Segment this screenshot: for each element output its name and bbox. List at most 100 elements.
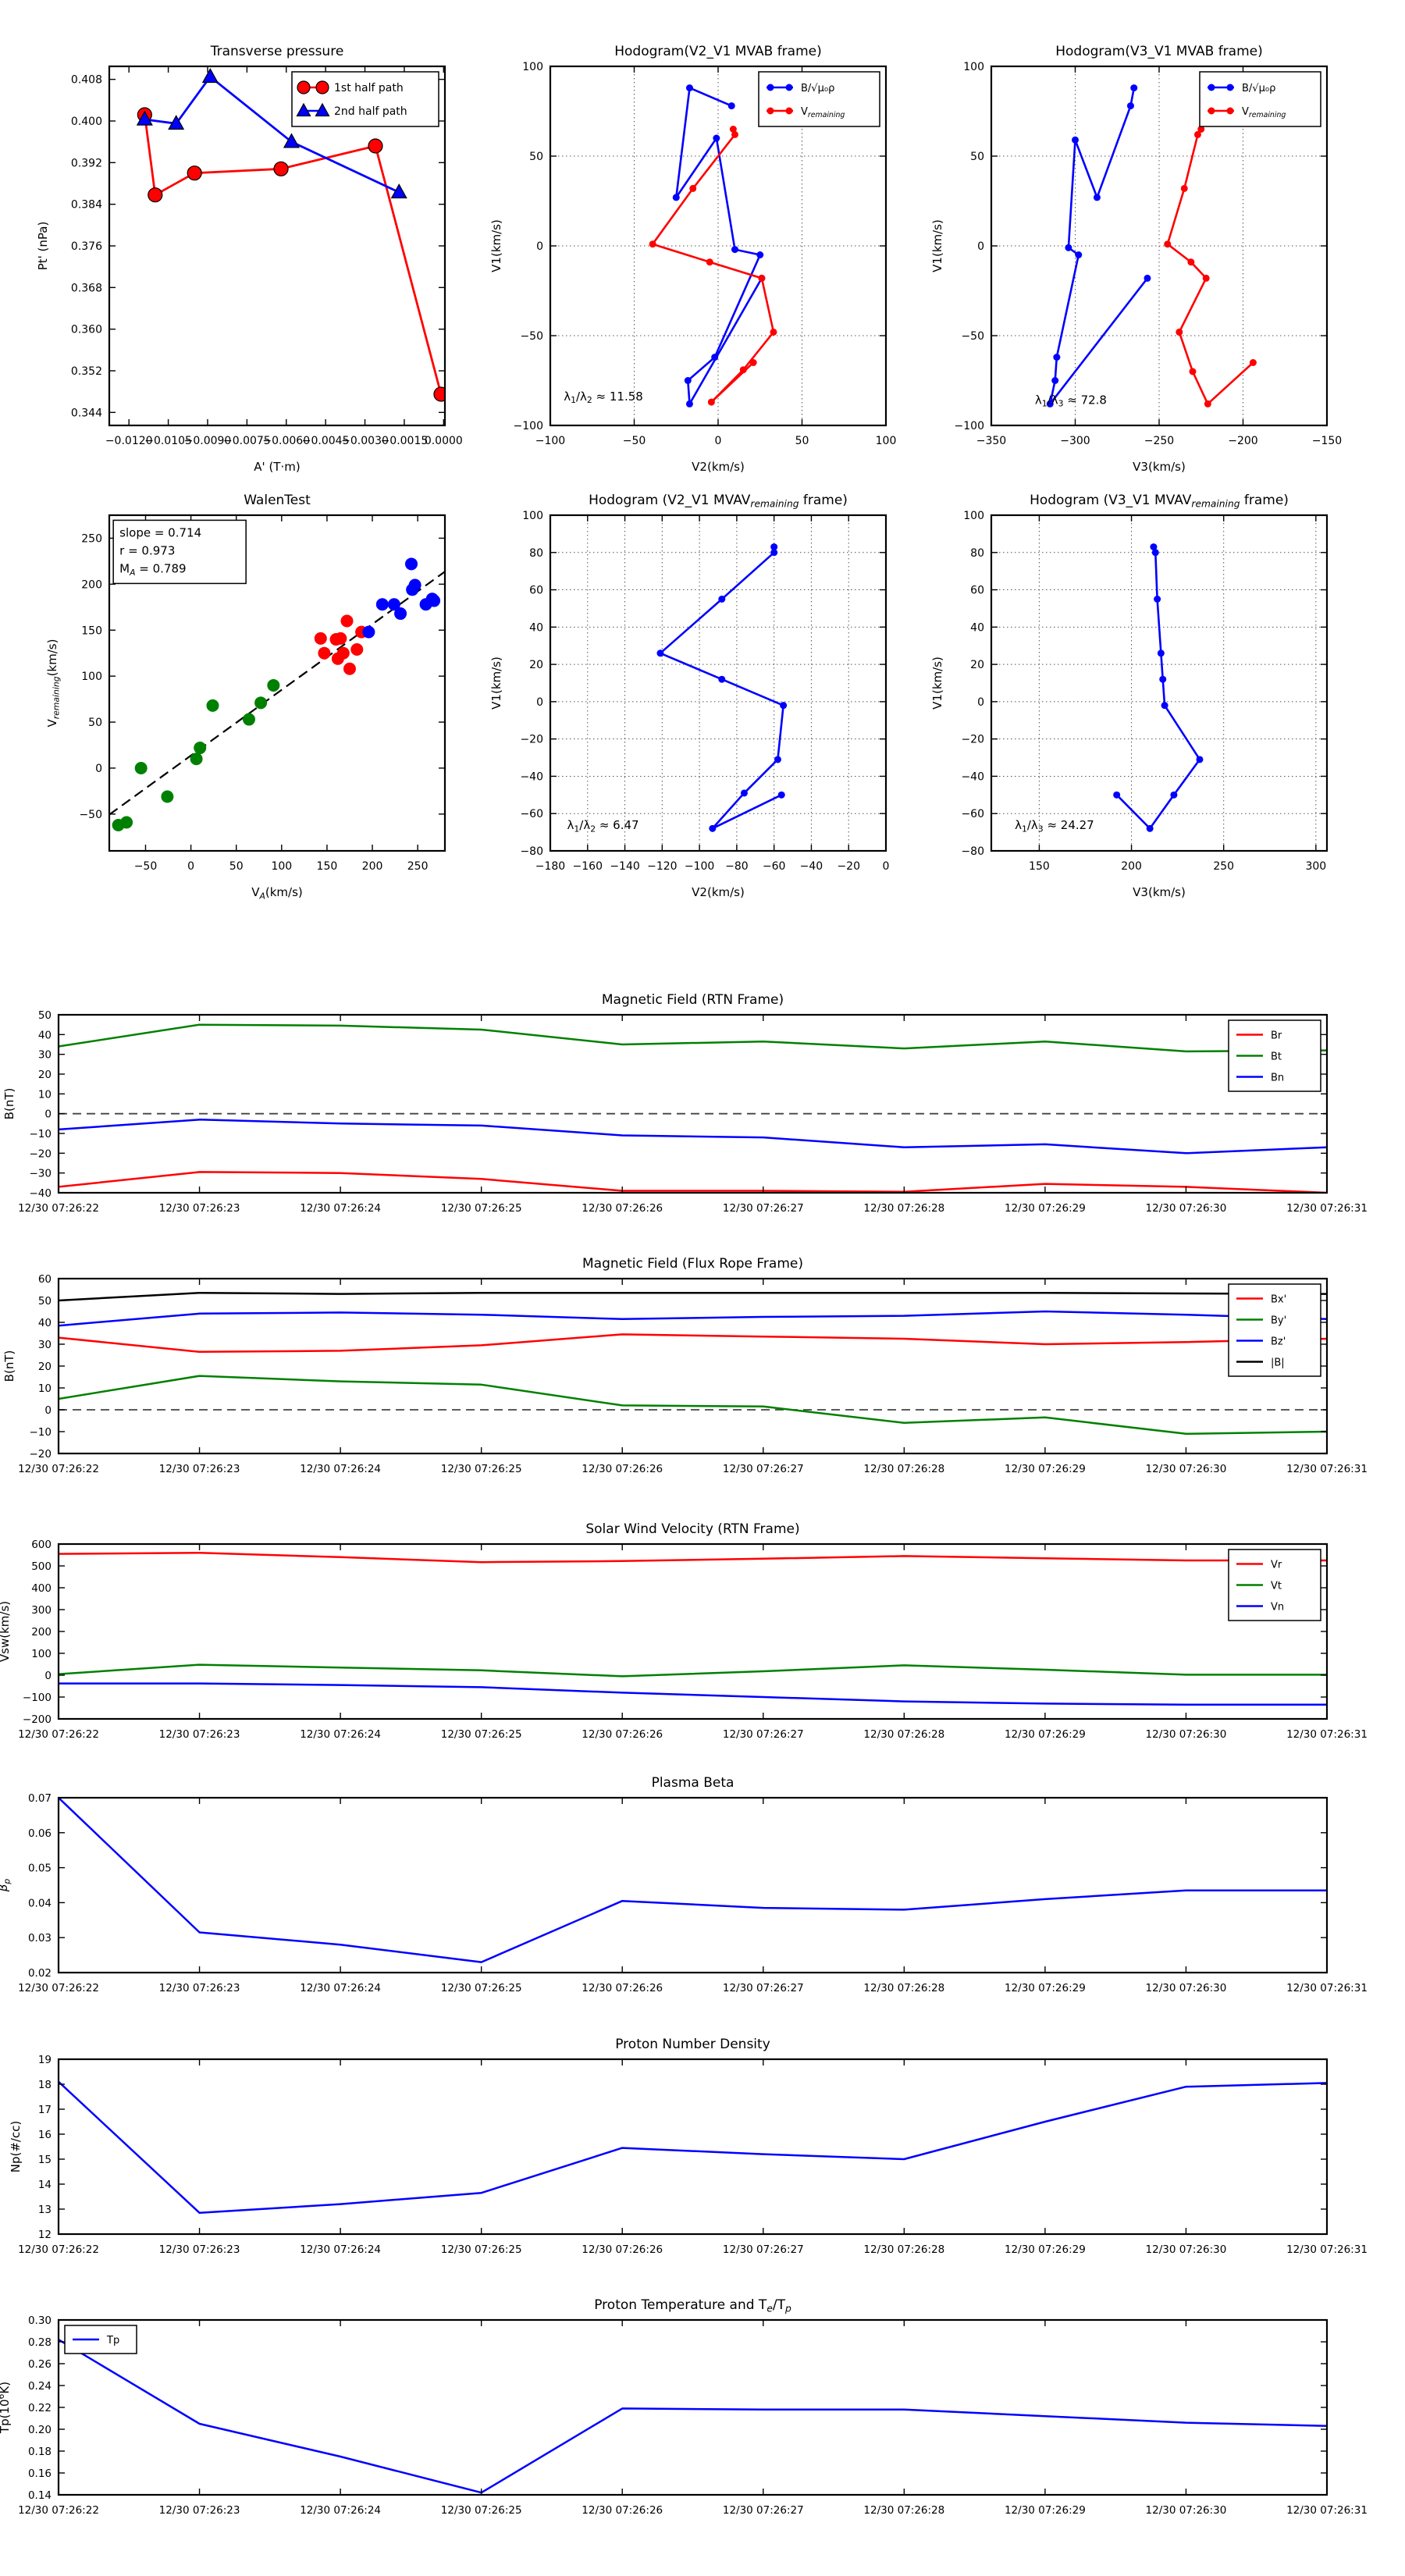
y-tick-label: 100 — [31, 1648, 52, 1660]
y-tick-label: 200 — [31, 1626, 52, 1638]
y-tick-label: 0.03 — [28, 1932, 52, 1944]
y-tick-label: −20 — [961, 734, 984, 746]
series-V — [1115, 546, 1201, 830]
x-tick-label: 12/30 07:26:26 — [582, 1728, 663, 1741]
x-tick-label: 12/30 07:26:31 — [1286, 1202, 1368, 1215]
point-marker — [297, 80, 311, 94]
x-tick-label: 12/30 07:26:24 — [300, 2243, 381, 2256]
x-tick-label: 12/30 07:26:23 — [159, 1982, 240, 1994]
y-tick-label: 300 — [31, 1604, 52, 1617]
x-tick-label: 12/30 07:26:30 — [1146, 1728, 1227, 1741]
point-marker — [1075, 251, 1083, 258]
legend-label: 1st half path — [334, 82, 404, 94]
point-marker — [685, 84, 693, 92]
x-tick-label: 100 — [271, 860, 292, 873]
series-Bz' — [59, 1310, 1327, 1327]
y-tick-label: 17 — [38, 2104, 52, 2116]
x-tick-label: −100 — [535, 435, 565, 447]
series-Br — [59, 1171, 1327, 1193]
y-axis-label: B(nT) — [2, 1350, 16, 1382]
x-tick-label: 50 — [229, 860, 244, 873]
x-tick-label: 12/30 07:26:23 — [159, 1728, 240, 1741]
x-tick-label: −300 — [1060, 435, 1090, 447]
point-marker — [148, 187, 163, 203]
legend-label: Bt — [1271, 1051, 1282, 1063]
point-marker — [340, 614, 354, 628]
series-V_remaining — [1166, 128, 1254, 405]
y-tick-label: −60 — [520, 808, 543, 820]
x-tick-label: 12/30 07:26:25 — [441, 1202, 522, 1215]
y-tick-label: 100 — [81, 671, 102, 683]
x-tick-label: 12/30 07:26:28 — [863, 1728, 944, 1741]
point-marker — [318, 646, 331, 660]
x-tick-label: 50 — [795, 435, 809, 447]
x-tick-label: 12/30 07:26:31 — [1286, 1463, 1368, 1475]
x-tick-label: 300 — [1305, 860, 1326, 873]
point-marker — [1150, 543, 1158, 551]
y-tick-label: 14 — [38, 2179, 52, 2191]
y-axis-label: Vsw(km/s) — [0, 1601, 12, 1662]
annotation: λ1/λ3 ≈ 72.8 — [1035, 393, 1107, 408]
y-tick-label: −80 — [961, 845, 984, 858]
point-marker — [1226, 84, 1234, 91]
x-tick-label: −50 — [623, 435, 646, 447]
y-tick-label: 100 — [522, 61, 543, 73]
x-tick-label: 12/30 07:26:27 — [723, 1728, 804, 1741]
y-tick-label: 10 — [38, 1382, 52, 1395]
y-tick-label: 10 — [38, 1088, 52, 1101]
x-tick-label: −0.0090 — [184, 435, 232, 447]
legend-label: Bz' — [1271, 1336, 1286, 1348]
y-tick-label: −20 — [520, 734, 543, 746]
chart-title: Magnetic Field (RTN Frame) — [602, 992, 784, 1008]
x-tick-label: 0 — [187, 860, 194, 873]
y-tick-label: 0 — [44, 1108, 52, 1121]
point-marker — [314, 632, 327, 645]
x-tick-label: −200 — [1228, 435, 1257, 447]
x-axis-label: V3(km/s) — [1133, 460, 1186, 474]
point-marker — [405, 557, 418, 571]
point-marker — [713, 134, 720, 142]
point-marker — [709, 824, 717, 832]
point-marker — [1176, 328, 1183, 336]
point-marker — [1226, 107, 1234, 115]
y-tick-label: −20 — [30, 1147, 52, 1160]
point-marker — [187, 165, 202, 181]
y-tick-label: 50 — [970, 151, 984, 163]
x-tick-label: 12/30 07:26:22 — [18, 2243, 99, 2256]
point-marker — [672, 194, 680, 201]
legend-label: Br — [1271, 1030, 1282, 1042]
x-tick-label: −60 — [763, 860, 786, 873]
series-fit-line — [109, 571, 445, 816]
point-marker — [706, 258, 713, 266]
x-tick-label: 12/30 07:26:30 — [1146, 2504, 1227, 2517]
legend-label: 2nd half path — [334, 105, 407, 118]
y-tick-label: 12 — [38, 2229, 52, 2241]
y-tick-label: 30 — [38, 1049, 52, 1062]
x-tick-label: −40 — [800, 860, 823, 873]
x-tick-label: 12/30 07:26:31 — [1286, 2243, 1368, 2256]
y-tick-label: 0.20 — [28, 2424, 52, 2436]
y-tick-label: 100 — [522, 510, 543, 522]
y-tick-label: 0.24 — [28, 2380, 52, 2393]
x-tick-label: 12/30 07:26:29 — [1005, 1728, 1086, 1741]
y-tick-label: −30 — [30, 1168, 52, 1180]
y-tick-label: 40 — [38, 1317, 52, 1329]
point-marker — [718, 675, 726, 683]
legend-box — [291, 71, 439, 127]
legend-label: Bn — [1271, 1073, 1284, 1084]
point-marker — [767, 107, 774, 115]
x-tick-label: −0.0030 — [341, 435, 389, 447]
y-tick-label: 0 — [977, 240, 984, 253]
y-axis-label: B(nT) — [2, 1088, 16, 1120]
x-tick-label: −0.0045 — [302, 435, 350, 447]
y-tick-label: 50 — [529, 151, 543, 163]
series-Bt — [59, 1023, 1327, 1053]
x-tick-label: 12/30 07:26:23 — [159, 2504, 240, 2517]
y-tick-label: 0 — [44, 1670, 52, 1682]
x-tick-label: 12/30 07:26:26 — [582, 2243, 663, 2256]
y-tick-label: 15 — [38, 2154, 52, 2166]
y-tick-label: 0.376 — [71, 240, 102, 253]
point-marker — [394, 607, 407, 621]
series-group — [59, 2339, 1327, 2494]
